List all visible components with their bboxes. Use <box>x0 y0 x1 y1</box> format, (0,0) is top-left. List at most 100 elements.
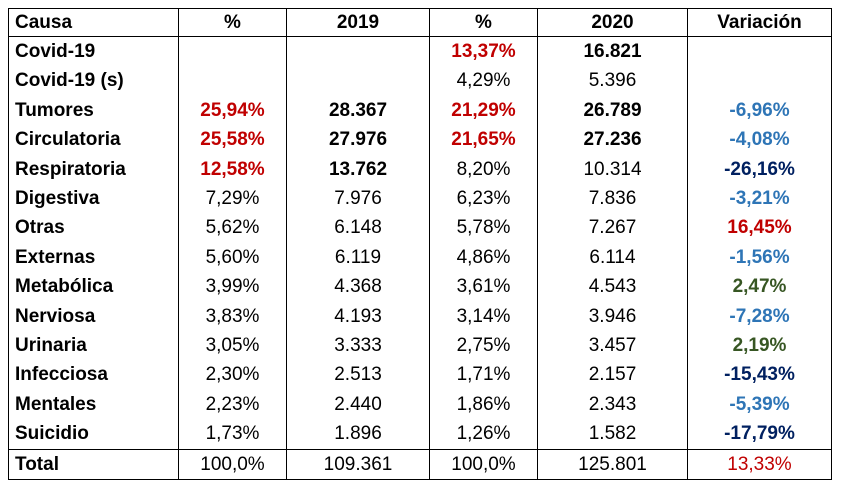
cause-cell: Circulatoria <box>8 125 179 155</box>
pct-2020-cell: 21,65% <box>429 125 538 155</box>
pct-2020-cell: 1,71% <box>429 360 538 390</box>
value-2020-cell: 2.343 <box>537 389 688 420</box>
total-2020: 125.801 <box>537 448 688 480</box>
table-row: Externas 5,60% 6.119 4,86% 6.114 -1,56% <box>8 242 832 273</box>
value-2020-cell: 5.396 <box>537 66 688 96</box>
value-2019-cell: 4.368 <box>286 272 430 302</box>
pct-2020-cell: 1,26% <box>429 419 538 450</box>
header-2019: 2019 <box>286 8 430 37</box>
header-variation: Variación <box>687 8 832 37</box>
pct-2019-cell: 3,05% <box>178 331 287 361</box>
pct-2019-cell: 1,73% <box>178 419 287 450</box>
pct-2020-cell: 6,23% <box>429 184 538 214</box>
pct-2019-cell: 12,58% <box>178 154 287 185</box>
variation-cell: -7,28% <box>687 301 832 332</box>
value-2019-cell: 6.148 <box>286 213 430 243</box>
cause-cell: Respiratoria <box>8 154 179 185</box>
value-2019-cell: 2.440 <box>286 389 430 420</box>
table-row: Covid-19 (s) 4,29% 5.396 <box>8 66 832 96</box>
pct-2020-cell: 3,14% <box>429 301 538 332</box>
variation-cell: -17,79% <box>687 419 832 450</box>
table-row: Nerviosa 3,83% 4.193 3,14% 3.946 -7,28% <box>8 301 832 332</box>
cause-cell: Suicidio <box>8 419 179 450</box>
value-2020-cell: 26.789 <box>537 95 688 126</box>
value-2020-cell: 6.114 <box>537 242 688 273</box>
value-2020-cell: 3.457 <box>537 331 688 361</box>
pct-2020-cell: 5,78% <box>429 213 538 243</box>
table-row: Tumores 25,94% 28.367 21,29% 26.789 -6,9… <box>8 95 832 126</box>
value-2019-cell: 3.333 <box>286 331 430 361</box>
value-2019-cell: 13.762 <box>286 154 430 185</box>
table-row: Metabólica 3,99% 4.368 3,61% 4.543 2,47% <box>8 272 832 302</box>
cause-cell: Covid-19 <box>8 36 179 67</box>
variation-cell: 2,19% <box>687 331 832 361</box>
pct-2020-cell: 1,86% <box>429 389 538 420</box>
table-row: Infecciosa 2,30% 2.513 1,71% 2.157 -15,4… <box>8 360 832 390</box>
variation-cell: -5,39% <box>687 389 832 420</box>
header-row: Causa % 2019 % 2020 Variación <box>8 8 832 37</box>
value-2019-cell: 2.513 <box>286 360 430 390</box>
total-variation: 13,33% <box>687 448 832 480</box>
cause-cell: Infecciosa <box>8 360 179 390</box>
total-pct-2020: 100,0% <box>429 448 538 480</box>
cause-cell: Otras <box>8 213 179 243</box>
cause-cell: Digestiva <box>8 184 179 214</box>
table-row: Mentales 2,23% 2.440 1,86% 2.343 -5,39% <box>8 389 832 420</box>
pct-2020-cell: 21,29% <box>429 95 538 126</box>
value-2019-cell: 1.896 <box>286 419 430 450</box>
variation-cell: -26,16% <box>687 154 832 185</box>
header-pct-2020: % <box>429 8 538 37</box>
variation-cell: 2,47% <box>687 272 832 302</box>
variation-cell: -6,96% <box>687 95 832 126</box>
variation-cell: -3,21% <box>687 184 832 214</box>
value-2020-cell: 2.157 <box>537 360 688 390</box>
table-row: Urinaria 3,05% 3.333 2,75% 3.457 2,19% <box>8 331 832 361</box>
table-row: Respiratoria 12,58% 13.762 8,20% 10.314 … <box>8 154 832 185</box>
variation-cell: -4,08% <box>687 125 832 155</box>
pct-2019-cell <box>178 36 287 67</box>
value-2020-cell: 7.836 <box>537 184 688 214</box>
pct-2020-cell: 4,86% <box>429 242 538 273</box>
pct-2019-cell: 2,30% <box>178 360 287 390</box>
pct-2019-cell: 25,94% <box>178 95 287 126</box>
pct-2019-cell: 5,62% <box>178 213 287 243</box>
cause-cell: Nerviosa <box>8 301 179 332</box>
variation-cell: -1,56% <box>687 242 832 273</box>
table-row: Suicidio 1,73% 1.896 1,26% 1.582 -17,79% <box>8 419 832 450</box>
variation-cell <box>687 36 832 67</box>
value-2020-cell: 16.821 <box>537 36 688 67</box>
cause-cell: Mentales <box>8 389 179 420</box>
pct-2020-cell: 4,29% <box>429 66 538 96</box>
variation-cell: 16,45% <box>687 213 832 243</box>
value-2019-cell: 6.119 <box>286 242 430 273</box>
pct-2020-cell: 2,75% <box>429 331 538 361</box>
total-2019: 109.361 <box>286 448 430 480</box>
pct-2019-cell <box>178 66 287 96</box>
table-row: Covid-19 13,37% 16.821 <box>8 36 832 67</box>
value-2019-cell <box>286 36 430 67</box>
value-2020-cell: 4.543 <box>537 272 688 302</box>
table-row: Digestiva 7,29% 7.976 6,23% 7.836 -3,21% <box>8 184 832 214</box>
cause-cell: Externas <box>8 242 179 273</box>
value-2019-cell: 4.193 <box>286 301 430 332</box>
table-row: Otras 5,62% 6.148 5,78% 7.267 16,45% <box>8 213 832 243</box>
value-2019-cell: 27.976 <box>286 125 430 155</box>
variation-cell <box>687 66 832 96</box>
pct-2019-cell: 3,99% <box>178 272 287 302</box>
pct-2019-cell: 25,58% <box>178 125 287 155</box>
header-pct-2019: % <box>178 8 287 37</box>
cause-cell: Urinaria <box>8 331 179 361</box>
value-2019-cell: 28.367 <box>286 95 430 126</box>
header-2020: 2020 <box>537 8 688 37</box>
pct-2019-cell: 2,23% <box>178 389 287 420</box>
cause-cell: Covid-19 (s) <box>8 66 179 96</box>
pct-2020-cell: 13,37% <box>429 36 538 67</box>
value-2019-cell: 7.976 <box>286 184 430 214</box>
mortality-table: Causa % 2019 % 2020 Variación Covid-19 1… <box>8 8 832 480</box>
value-2020-cell: 7.267 <box>537 213 688 243</box>
cause-cell: Tumores <box>8 95 179 126</box>
value-2020-cell: 10.314 <box>537 154 688 185</box>
value-2019-cell <box>286 66 430 96</box>
total-row: Total 100,0% 109.361 100,0% 125.801 13,3… <box>8 448 832 480</box>
pct-2019-cell: 3,83% <box>178 301 287 332</box>
